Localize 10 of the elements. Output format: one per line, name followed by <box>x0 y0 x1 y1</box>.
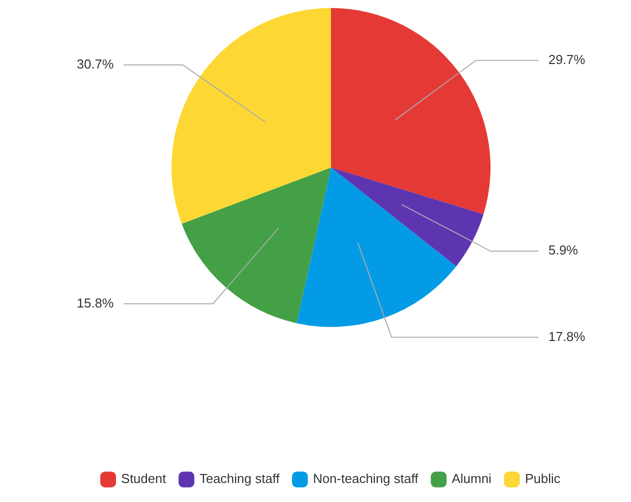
data-label: 17.8% <box>548 328 586 344</box>
legend-label: Public <box>524 471 561 486</box>
data-label: 5.9% <box>548 242 578 258</box>
legend-label: Non-teaching staff <box>312 471 419 486</box>
legend-label: Student <box>121 471 166 486</box>
data-label: 30.7% <box>76 56 114 72</box>
data-label: 29.7% <box>548 52 586 67</box>
data-label: 15.8% <box>76 295 114 310</box>
legend-label: Alumni <box>452 471 492 486</box>
legend-label: Teaching staff <box>199 471 280 486</box>
